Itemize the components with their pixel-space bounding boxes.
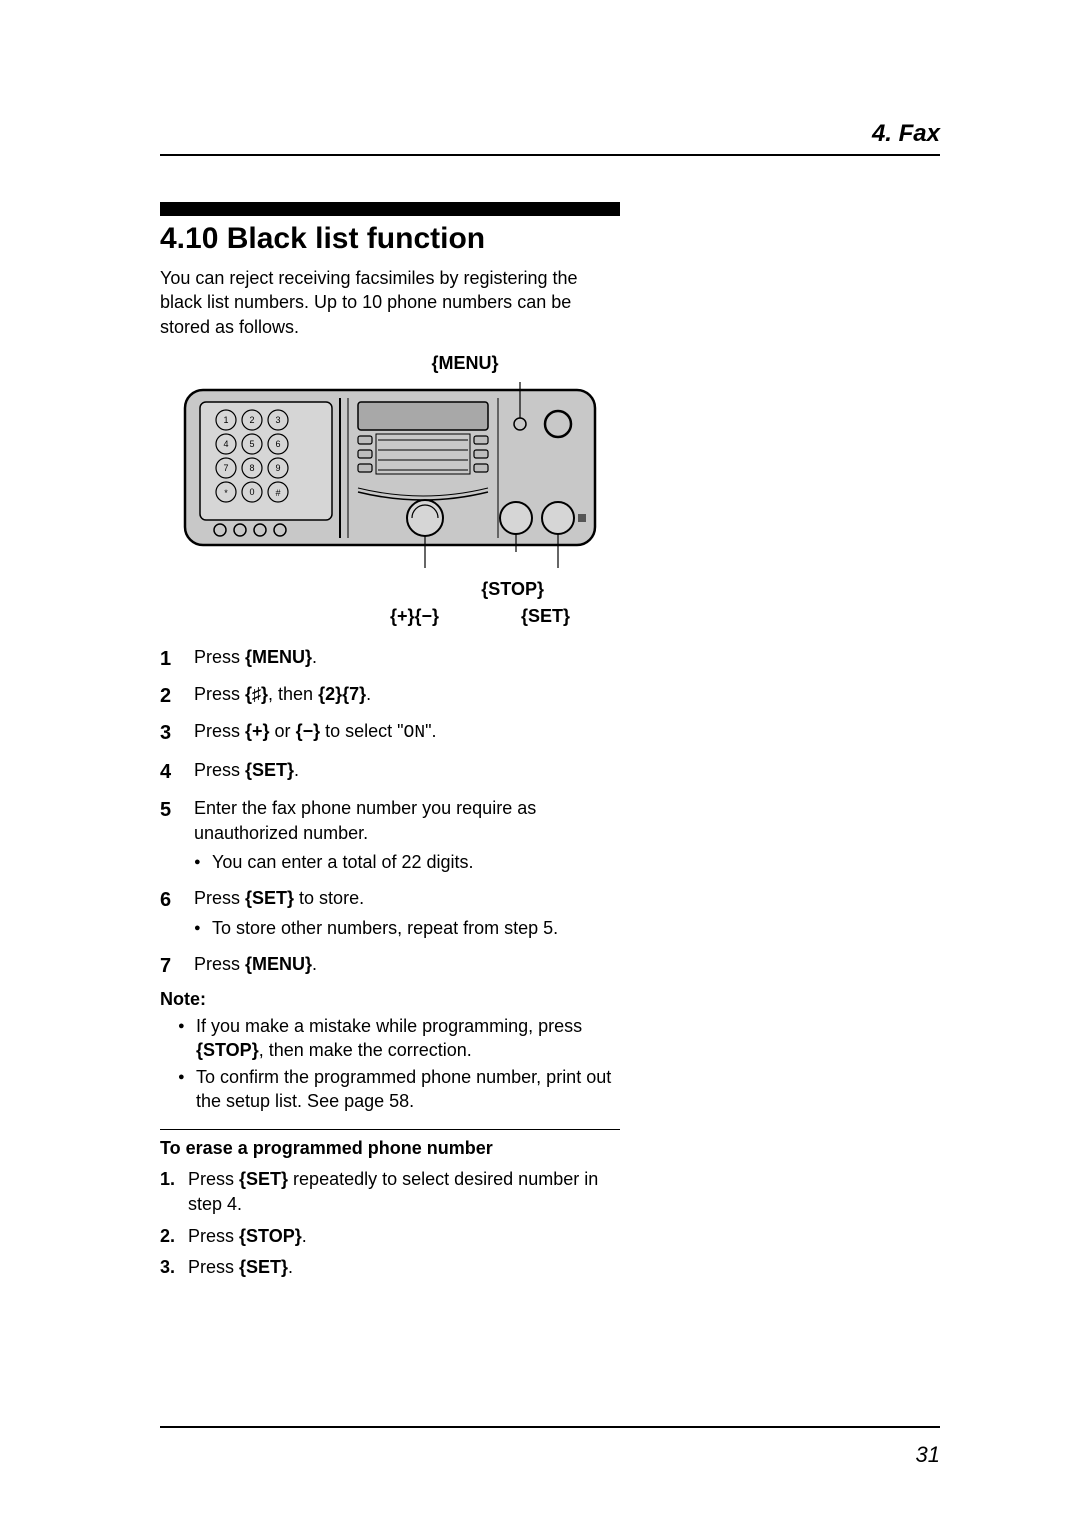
svg-text:0: 0 — [249, 487, 254, 497]
erase-list: Press {SET} repeatedly to select desired… — [160, 1167, 620, 1280]
note-heading: Note: — [160, 989, 620, 1010]
step-5: Enter the fax phone number you require a… — [160, 796, 620, 875]
svg-text:5: 5 — [249, 439, 254, 449]
step-6: Press {SET} to store. To store other num… — [160, 886, 620, 939]
device-svg: 1 2 3 4 5 6 7 8 9 * 0 # — [180, 380, 600, 570]
chapter-label: 4. Fax — [160, 120, 940, 154]
step-2: Press {♯}, then {2}{7}. — [160, 682, 620, 707]
plus-minus-label: {+}{−} — [390, 606, 439, 627]
steps-list: Press {MENU}. Press {♯}, then {2}{7}. Pr… — [160, 645, 620, 977]
section-bar — [160, 202, 620, 216]
svg-text:8: 8 — [249, 463, 254, 473]
svg-text:*: * — [224, 488, 228, 498]
device-figure: {MENU} 1 2 3 4 5 6 7 8 9 * 0 — [180, 353, 600, 627]
note-list: If you make a mistake while programming,… — [160, 1014, 620, 1113]
step-6-sub: To store other numbers, repeat from step… — [194, 916, 620, 940]
svg-text:6: 6 — [275, 439, 280, 449]
footer-line — [160, 1426, 940, 1428]
svg-text:4: 4 — [223, 439, 228, 449]
erase-heading: To erase a programmed phone number — [160, 1138, 620, 1159]
menu-label: {MENU} — [330, 353, 600, 374]
page-number: 31 — [916, 1442, 940, 1468]
step-1: Press {MENU}. — [160, 645, 620, 670]
erase-3: Press {SET}. — [160, 1255, 620, 1280]
step-3: Press {+} or {−} to select "ON". — [160, 719, 620, 746]
section-title: 4.10 Black list function — [160, 222, 620, 256]
svg-text:7: 7 — [223, 463, 228, 473]
set-label: {SET} — [521, 606, 570, 627]
intro-text: You can reject receiving facsimiles by r… — [160, 266, 620, 339]
step-5-sub: You can enter a total of 22 digits. — [194, 850, 620, 874]
stop-label: {STOP} — [180, 579, 600, 600]
divider — [160, 1129, 620, 1130]
note-2: To confirm the programmed phone number, … — [178, 1065, 620, 1114]
svg-text:1: 1 — [223, 415, 228, 425]
svg-text:3: 3 — [275, 415, 280, 425]
step-7: Press {MENU}. — [160, 952, 620, 977]
note-1: If you make a mistake while programming,… — [178, 1014, 620, 1063]
step-4: Press {SET}. — [160, 758, 620, 783]
svg-text:9: 9 — [275, 463, 280, 473]
erase-1: Press {SET} repeatedly to select desired… — [160, 1167, 620, 1217]
svg-text:#: # — [275, 488, 280, 498]
erase-2: Press {STOP}. — [160, 1224, 620, 1249]
svg-text:2: 2 — [249, 415, 254, 425]
